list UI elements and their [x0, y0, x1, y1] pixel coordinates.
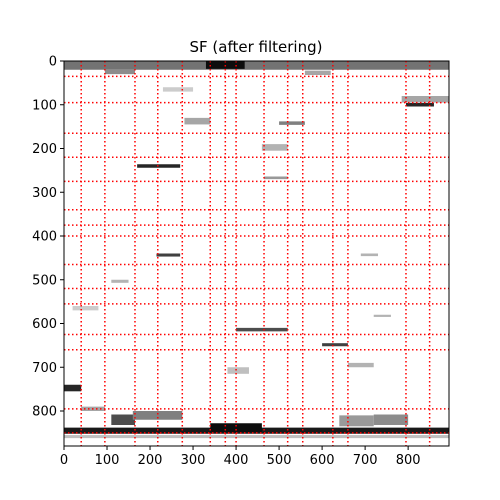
x-tick-label: 500	[267, 453, 292, 468]
x-tick-label: 700	[353, 453, 378, 468]
heatmap-band	[162, 87, 194, 92]
heatmap-features	[64, 61, 449, 446]
y-tick-label: 700	[32, 361, 57, 376]
heatmap-band	[64, 61, 449, 70]
y-tick-label: 200	[32, 142, 57, 157]
x-tick-label: 300	[181, 453, 206, 468]
y-tick-label: 500	[32, 273, 57, 288]
heatmap-band	[405, 103, 434, 107]
heatmap-band	[64, 435, 449, 439]
plot-frame	[63, 60, 450, 447]
chart-title: SF (after filtering)	[190, 38, 323, 56]
heatmap-band	[347, 362, 374, 368]
heatmap-band	[304, 70, 331, 75]
heatmap-band	[156, 253, 181, 257]
y-tick-label: 600	[32, 317, 57, 332]
heatmap-band	[279, 121, 305, 125]
heatmap-band	[111, 279, 129, 283]
y-axis: 0 100 200 300 400 500 600 700 800	[32, 55, 64, 420]
heatmap-band	[264, 176, 288, 180]
x-axis: 0 100 200 300 400 500 600 700 800	[60, 446, 421, 468]
heatmap-band	[236, 327, 288, 332]
y-tick-label: 300	[32, 186, 57, 201]
heatmap-band	[373, 414, 409, 425]
red-grid-lines	[64, 61, 449, 446]
heatmap-band	[322, 343, 348, 347]
heatmap-band	[227, 367, 249, 374]
heatmap-band	[111, 414, 135, 425]
heatmap-band	[132, 411, 183, 420]
x-tick-label: 800	[396, 453, 421, 468]
x-tick-label: 0	[60, 453, 68, 468]
heatmap-band	[104, 69, 135, 75]
y-tick-label: 800	[32, 405, 57, 420]
heatmap-band	[184, 117, 211, 125]
x-tick-label: 600	[310, 453, 335, 468]
y-tick-label: 100	[32, 98, 57, 113]
x-tick-label: 100	[95, 453, 120, 468]
heatmap-band	[261, 144, 288, 151]
heatmap-band	[373, 314, 391, 317]
y-tick-label: 0	[49, 55, 57, 70]
heatmap-band	[205, 61, 245, 69]
heatmap-band	[64, 384, 82, 392]
x-tick-label: 200	[138, 453, 163, 468]
y-tick-label: 400	[32, 230, 57, 245]
x-tick-label: 400	[224, 453, 249, 468]
heatmap-band	[72, 306, 99, 311]
heatmap-band	[401, 96, 449, 103]
heatmap-background	[64, 61, 449, 446]
heatmap-band	[137, 164, 181, 168]
heatmap-band	[339, 415, 374, 427]
heatmap-band	[360, 253, 379, 257]
heatmap-band	[210, 423, 262, 432]
